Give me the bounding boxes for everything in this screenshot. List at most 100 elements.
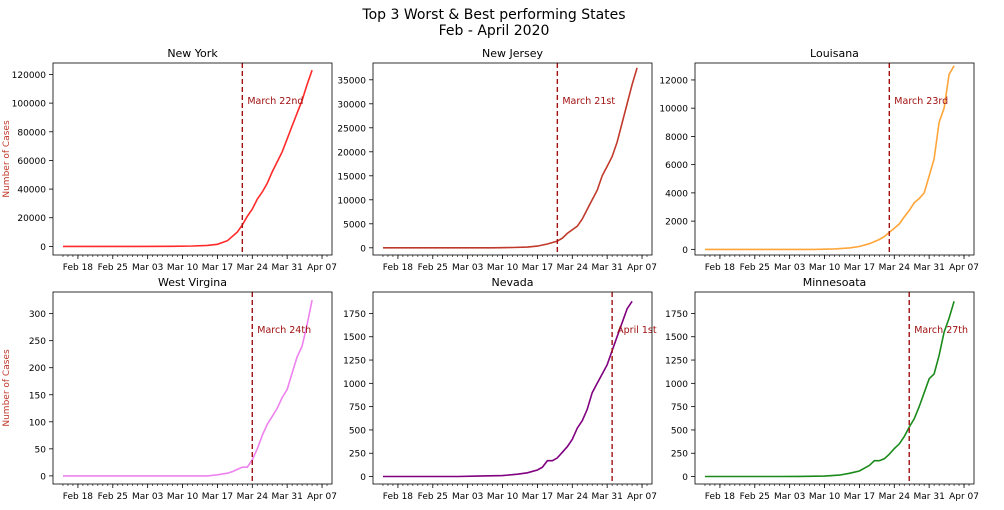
x-tick-label: Apr 07 bbox=[307, 492, 337, 502]
x-tick-label: Mar 17 bbox=[202, 263, 233, 273]
x-tick-label: Feb 25 bbox=[740, 492, 770, 502]
panel-title: New York bbox=[167, 47, 218, 60]
y-tick-label: 0 bbox=[360, 473, 366, 483]
y-tick-label: 80000 bbox=[17, 128, 46, 138]
y-tick-label: 0 bbox=[682, 246, 688, 256]
milestone-label: April 1st bbox=[617, 325, 657, 336]
y-tick-label: 500 bbox=[349, 426, 366, 436]
y-tick-label: 1750 bbox=[343, 310, 366, 320]
x-tick-label: Mar 17 bbox=[844, 492, 875, 502]
panel-2: New Jersey 0 5000 10000 15000 20000 25000 30000… bbox=[337, 47, 657, 273]
y-tick-label: 300 bbox=[29, 310, 46, 320]
y-tick-label: 2000 bbox=[665, 218, 688, 228]
x-tick-label: Apr 07 bbox=[949, 263, 979, 273]
series-line bbox=[383, 300, 633, 478]
y-tick-label: 20000 bbox=[17, 214, 46, 224]
x-tick-label: Feb 25 bbox=[740, 263, 770, 273]
milestone-label: March 27th bbox=[914, 325, 968, 336]
y-tick-label: 1250 bbox=[665, 357, 688, 367]
x-tick-label: Feb 18 bbox=[63, 263, 94, 273]
x-tick-label: Mar 31 bbox=[592, 263, 623, 273]
x-tick-label: Mar 31 bbox=[272, 263, 303, 273]
x-tick-label: Mar 10 bbox=[487, 263, 519, 273]
panel-title: Nevada bbox=[492, 276, 534, 289]
y-tick-label: 0 bbox=[682, 473, 688, 483]
x-tick-label: Apr 07 bbox=[949, 492, 979, 502]
x-tick-label: Mar 31 bbox=[592, 492, 623, 502]
x-tick-label: Mar 03 bbox=[452, 492, 483, 502]
y-tick-label: 1250 bbox=[343, 357, 366, 367]
x-tick-label: Mar 10 bbox=[167, 263, 199, 273]
x-tick-label: Apr 07 bbox=[307, 263, 337, 273]
plot-frame bbox=[52, 291, 333, 485]
panel-5: Nevada 0 250 500 750 1000 1250 1500 1750 Feb 18 Fe… bbox=[343, 276, 657, 502]
x-tick-label: Mar 31 bbox=[272, 492, 303, 502]
y-tick-label: 35000 bbox=[337, 76, 366, 86]
x-tick-label: Feb 18 bbox=[383, 492, 414, 502]
y-tick-label: 750 bbox=[349, 403, 366, 413]
series-line bbox=[63, 299, 313, 477]
x-tick-label: Apr 07 bbox=[627, 263, 657, 273]
panel-6: Minnesoata 0 250 500 750 1000 1250 1500 1750 Feb … bbox=[665, 276, 979, 502]
y-tick-label: 500 bbox=[671, 426, 688, 436]
panel-title: Minnesoata bbox=[803, 276, 867, 289]
panel-3: Louisana 0 2000 4000 6000 8000 10000 12000 Feb 1… bbox=[659, 47, 979, 273]
x-tick-label: Mar 17 bbox=[522, 492, 553, 502]
x-tick-label: Feb 18 bbox=[383, 263, 414, 273]
y-tick-label: 60000 bbox=[17, 157, 46, 167]
y-axis-label: Number of Cases bbox=[2, 120, 12, 198]
x-tick-label: Mar 03 bbox=[132, 263, 163, 273]
y-tick-label: 0 bbox=[40, 472, 46, 482]
x-tick-label: Feb 25 bbox=[418, 492, 448, 502]
y-tick-label: 30000 bbox=[337, 100, 366, 110]
figure-subtitle: Feb - April 2020 bbox=[439, 23, 550, 39]
x-tick-label: Mar 24 bbox=[879, 263, 911, 273]
y-tick-label: 20000 bbox=[337, 148, 366, 158]
x-tick-label: Mar 31 bbox=[914, 263, 945, 273]
milestone-label: March 21st bbox=[562, 96, 615, 107]
y-tick-label: 12000 bbox=[659, 76, 688, 86]
plot-frame bbox=[372, 291, 653, 485]
figure-title: Top 3 Worst & Best performing States bbox=[361, 7, 625, 23]
x-tick-label: Mar 10 bbox=[809, 263, 841, 273]
x-tick-label: Mar 10 bbox=[167, 492, 199, 502]
y-tick-label: 1000 bbox=[343, 380, 366, 390]
x-tick-label: Feb 25 bbox=[98, 492, 128, 502]
y-tick-label: 15000 bbox=[337, 172, 366, 182]
y-tick-label: 100 bbox=[29, 418, 46, 428]
y-tick-label: 1000 bbox=[665, 380, 688, 390]
x-tick-label: Mar 17 bbox=[844, 263, 875, 273]
plot-frame bbox=[372, 62, 653, 256]
y-tick-label: 40000 bbox=[17, 186, 46, 196]
y-tick-label: 250 bbox=[349, 450, 366, 460]
panel-title: West Virgina bbox=[158, 276, 227, 289]
y-tick-label: 150 bbox=[29, 391, 46, 401]
y-tick-label: 750 bbox=[671, 403, 688, 413]
y-axis-label: Number of Cases bbox=[2, 349, 12, 427]
x-tick-label: Mar 03 bbox=[132, 492, 163, 502]
x-tick-label: Mar 31 bbox=[914, 492, 945, 502]
y-tick-label: 200 bbox=[29, 364, 46, 374]
y-tick-label: 10000 bbox=[337, 196, 366, 206]
y-tick-label: 120000 bbox=[12, 71, 47, 81]
x-tick-label: Feb 18 bbox=[705, 492, 736, 502]
x-tick-label: Mar 03 bbox=[774, 263, 805, 273]
x-tick-label: Apr 07 bbox=[627, 492, 657, 502]
x-tick-label: Mar 03 bbox=[774, 492, 805, 502]
x-tick-label: Feb 25 bbox=[418, 263, 448, 273]
y-tick-label: 6000 bbox=[665, 161, 688, 171]
panel-4: West Virgina 0 50 100 150 200 250 300 Feb 18 Feb … bbox=[2, 276, 337, 502]
x-tick-label: Mar 03 bbox=[452, 263, 483, 273]
milestone-label: March 23rd bbox=[894, 96, 948, 107]
x-tick-label: Feb 18 bbox=[63, 492, 94, 502]
y-tick-label: 1750 bbox=[665, 310, 688, 320]
y-tick-label: 50 bbox=[35, 445, 47, 455]
panel-title: Louisana bbox=[810, 47, 859, 60]
y-tick-label: 4000 bbox=[665, 189, 688, 199]
plot-frame bbox=[694, 62, 975, 256]
x-tick-label: Mar 17 bbox=[202, 492, 233, 502]
x-tick-label: Mar 10 bbox=[487, 492, 519, 502]
y-tick-label: 250 bbox=[671, 450, 688, 460]
x-tick-label: Mar 24 bbox=[237, 492, 269, 502]
x-tick-label: Feb 18 bbox=[705, 263, 736, 273]
